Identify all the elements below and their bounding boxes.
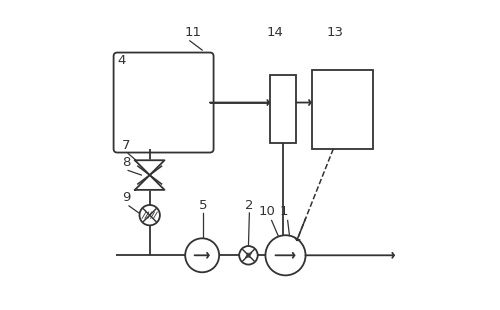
Bar: [270, 75, 296, 143]
Bar: [312, 70, 374, 149]
Text: 11: 11: [184, 26, 202, 39]
Circle shape: [239, 246, 258, 264]
Polygon shape: [135, 175, 164, 190]
Text: 4: 4: [118, 54, 126, 67]
Circle shape: [266, 235, 306, 275]
Text: 9: 9: [122, 191, 130, 204]
Text: 5: 5: [199, 199, 207, 212]
Text: 7: 7: [122, 139, 130, 152]
Text: 10: 10: [259, 205, 276, 218]
Polygon shape: [135, 160, 164, 175]
Circle shape: [185, 238, 219, 272]
Circle shape: [140, 205, 160, 225]
Text: 1: 1: [280, 205, 288, 218]
FancyBboxPatch shape: [114, 52, 214, 153]
Text: 14: 14: [266, 26, 283, 39]
Text: 13: 13: [326, 26, 344, 39]
Text: 8: 8: [122, 156, 130, 169]
Text: 2: 2: [245, 199, 254, 212]
